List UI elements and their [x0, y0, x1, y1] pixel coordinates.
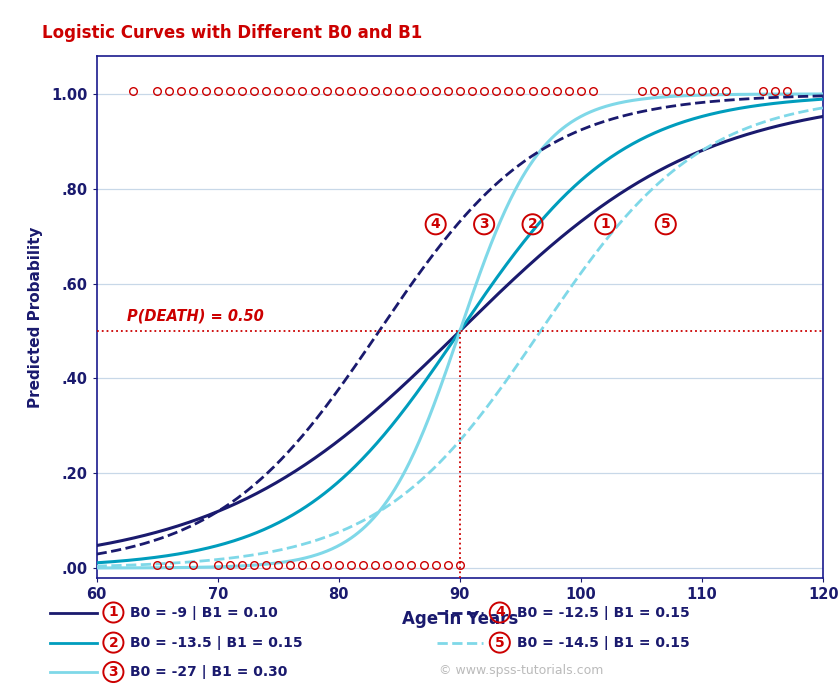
Text: B0 = -12.5 | B1 = 0.15: B0 = -12.5 | B1 = 0.15 [517, 606, 690, 620]
Text: 2: 2 [108, 636, 118, 650]
Text: 3: 3 [108, 665, 118, 679]
Text: B0 = -13.5 | B1 = 0.15: B0 = -13.5 | B1 = 0.15 [130, 636, 303, 650]
Text: 4: 4 [495, 606, 505, 620]
Text: 5: 5 [495, 636, 505, 650]
Y-axis label: Predicted Probability: Predicted Probability [28, 226, 43, 407]
Text: 1: 1 [601, 217, 610, 231]
Text: 4: 4 [431, 217, 440, 231]
Text: © www.spss-tutorials.com: © www.spss-tutorials.com [438, 664, 603, 677]
Text: B0 = -9 | B1 = 0.10: B0 = -9 | B1 = 0.10 [130, 606, 278, 620]
Text: B0 = -14.5 | B1 = 0.15: B0 = -14.5 | B1 = 0.15 [517, 636, 690, 650]
Text: 2: 2 [528, 217, 538, 231]
Text: 3: 3 [480, 217, 489, 231]
Text: P(DEATH) = 0.50: P(DEATH) = 0.50 [127, 309, 264, 324]
Text: 5: 5 [661, 217, 670, 231]
Text: Logistic Curves with Different B0 and B1: Logistic Curves with Different B0 and B1 [42, 25, 423, 43]
X-axis label: Age in Years: Age in Years [402, 610, 518, 628]
Text: B0 = -27 | B1 = 0.30: B0 = -27 | B1 = 0.30 [130, 665, 287, 679]
Text: 1: 1 [108, 606, 118, 620]
